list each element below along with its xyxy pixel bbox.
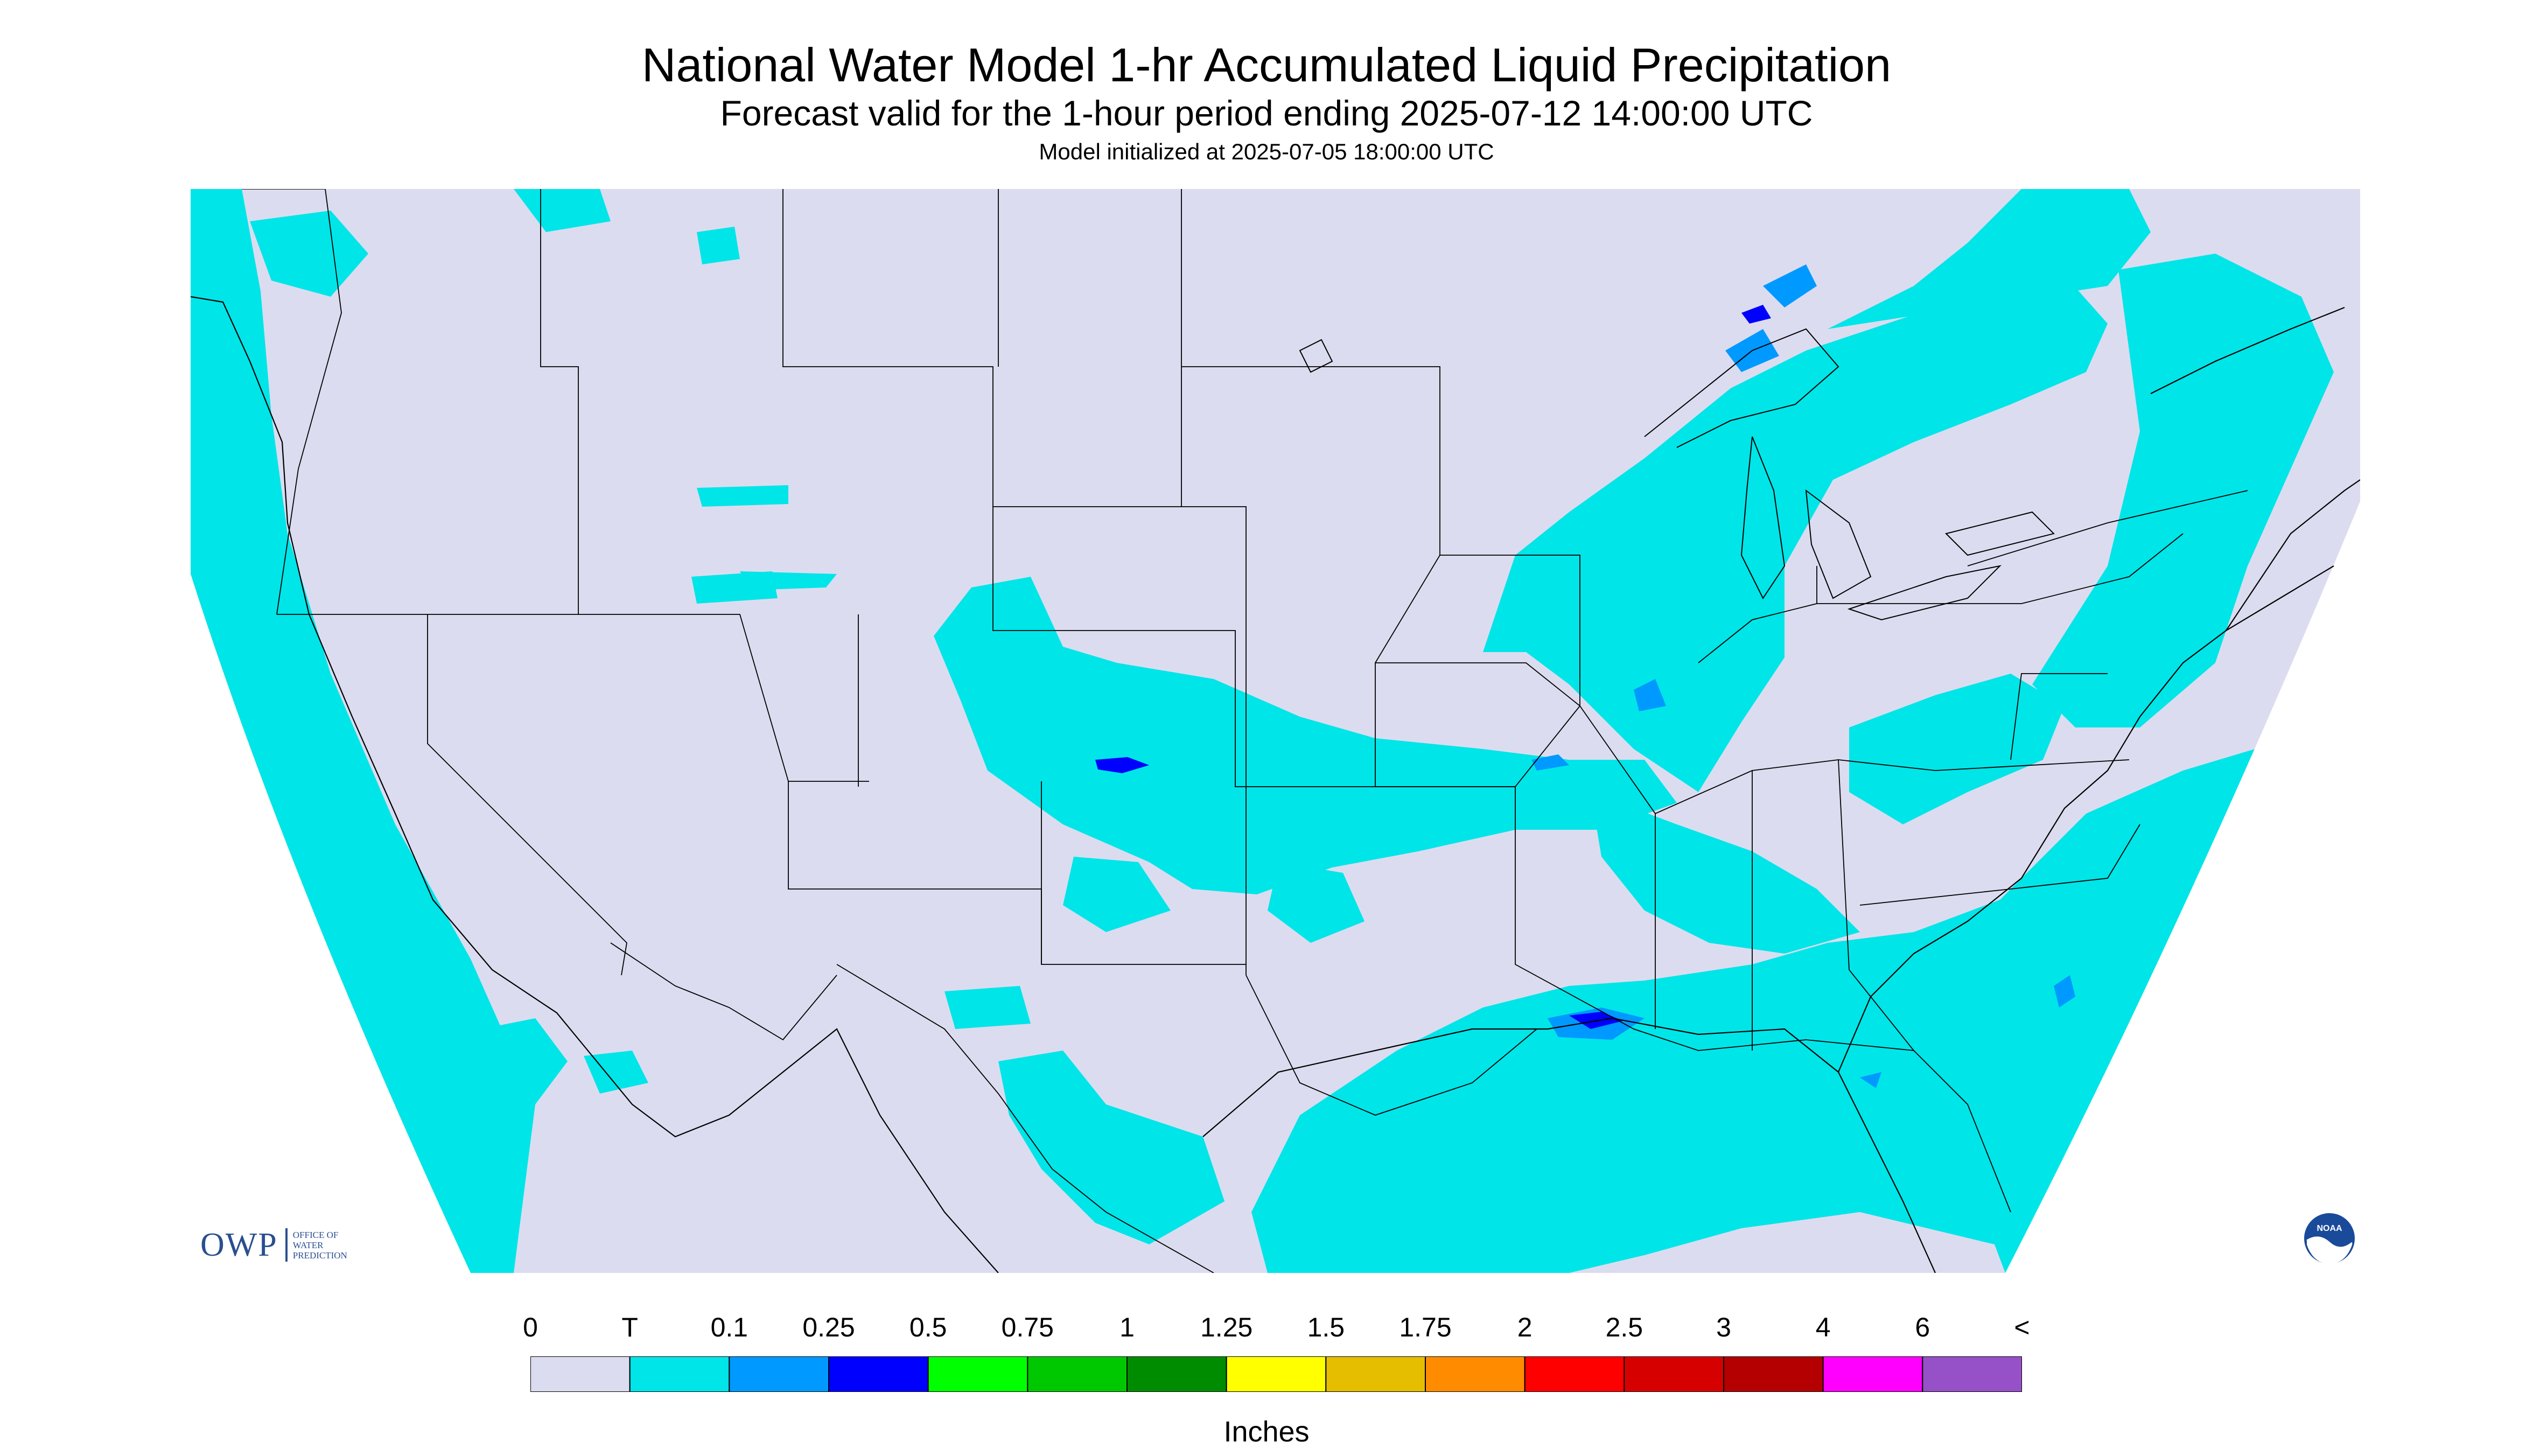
noaa-logo-icon: NOAA — [2303, 1212, 2356, 1265]
legend-tick-label: 1.5 — [1307, 1312, 1345, 1342]
legend-swatch — [1425, 1356, 1526, 1392]
forecast-valid-subtitle: Forecast valid for the 1-hour period end… — [720, 93, 1813, 133]
legend-swatch — [927, 1356, 1028, 1392]
legend-swatch — [1524, 1356, 1625, 1392]
legend-tick-labels: 0 T 0.1 0.25 0.5 0.75 1 1.25 1.5 1.75 2 2.5 3 4 6 < — [0, 1312, 2533, 1349]
legend-swatch — [729, 1356, 830, 1392]
noaa-logo-label: NOAA — [2317, 1224, 2342, 1233]
legend-tick-label: 4 — [1815, 1312, 1831, 1342]
legend-tick-label: 3 — [1716, 1312, 1731, 1342]
legend-swatch — [1027, 1356, 1128, 1392]
legend-tick-label: 0.1 — [710, 1312, 748, 1342]
legend-swatch — [629, 1356, 730, 1392]
legend-tick-label: < — [2014, 1312, 2030, 1342]
legend-tick-label: 1.25 — [1200, 1312, 1253, 1342]
legend-swatch — [1226, 1356, 1327, 1392]
legend-tick-label: 2 — [1517, 1312, 1533, 1342]
legend-tick-label: 0.75 — [1001, 1312, 1054, 1342]
owp-logo-text: OFFICE OF WATER PREDICTION — [293, 1230, 379, 1261]
legend-swatch — [1822, 1356, 1923, 1392]
legend-tick-label: 6 — [1915, 1312, 1930, 1342]
legend-tick-label: 0.25 — [802, 1312, 855, 1342]
legend-tick-label: 0.5 — [909, 1312, 947, 1342]
model-init-text: Model initialized at 2025-07-05 18:00:00… — [1039, 139, 1494, 164]
legend-tick-label: 1 — [1119, 1312, 1135, 1342]
legend-swatch — [1325, 1356, 1426, 1392]
legend-swatch — [1922, 1356, 2022, 1392]
map-title: National Water Model 1-hr Accumulated Li… — [641, 38, 1892, 92]
legend-tick-label: T — [621, 1312, 638, 1342]
coastline — [191, 296, 2360, 1273]
legend-swatch — [1126, 1356, 1227, 1392]
owp-logo-mark: OWP — [200, 1226, 278, 1263]
legend-swatch — [1624, 1356, 1725, 1392]
owp-logo-line: OFFICE OF — [292, 1229, 339, 1240]
legend-color-bar — [530, 1356, 2022, 1392]
legend-tick-label: 0 — [523, 1312, 538, 1342]
owp-logo-line: PREDICTION — [292, 1250, 347, 1261]
legend-tick-label: 1.75 — [1399, 1312, 1452, 1342]
owp-logo-divider — [285, 1228, 288, 1262]
state-boundaries — [242, 189, 2248, 1273]
legend-swatch — [530, 1356, 631, 1392]
legend-swatch — [828, 1356, 929, 1392]
owp-logo-line: WATER — [292, 1240, 324, 1250]
legend-swatch — [1723, 1356, 1824, 1392]
model-domain — [191, 189, 2360, 1273]
great-lakes-shorelines — [1299, 328, 2055, 621]
owp-logo: OWP OFFICE OF WATER PREDICTION — [200, 1223, 379, 1266]
legend-units-label: Inches — [1223, 1416, 1310, 1448]
precipitation-map — [191, 189, 2360, 1273]
legend-tick-label: 2.5 — [1605, 1312, 1643, 1342]
